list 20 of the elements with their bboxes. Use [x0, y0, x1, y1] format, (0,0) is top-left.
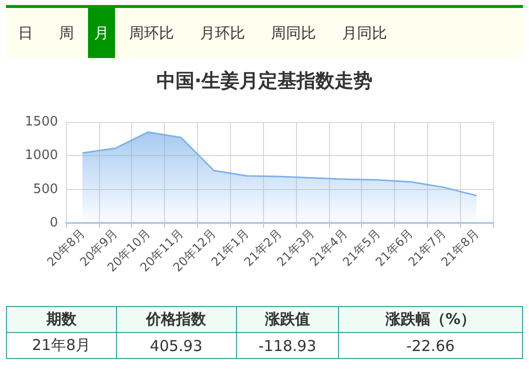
text: 周环比	[128, 22, 175, 44]
text: 涨跌幅（%）	[338, 306, 522, 332]
text: 涨跌值	[236, 306, 338, 332]
text: 日	[17, 22, 34, 44]
y-tick-label: 1500	[24, 114, 58, 130]
y-tick-label: 1000	[24, 148, 58, 164]
y-tick-label: 500	[33, 182, 58, 197]
chart-title: 中国·生姜月定基指数走势	[155, 69, 374, 94]
text: 月	[88, 8, 115, 58]
text: 价格指数	[116, 306, 236, 332]
y-tick-label: 0	[50, 216, 58, 230]
text: 月环比	[199, 22, 246, 44]
text: -22.66	[338, 332, 522, 358]
text: 21年8月	[6, 332, 116, 358]
text: 期数	[6, 306, 116, 332]
text: 月同比	[341, 22, 388, 44]
text: 周	[58, 22, 75, 44]
text: -118.93	[236, 332, 338, 358]
text: 405.93	[116, 332, 236, 358]
text: 周同比	[270, 22, 317, 44]
